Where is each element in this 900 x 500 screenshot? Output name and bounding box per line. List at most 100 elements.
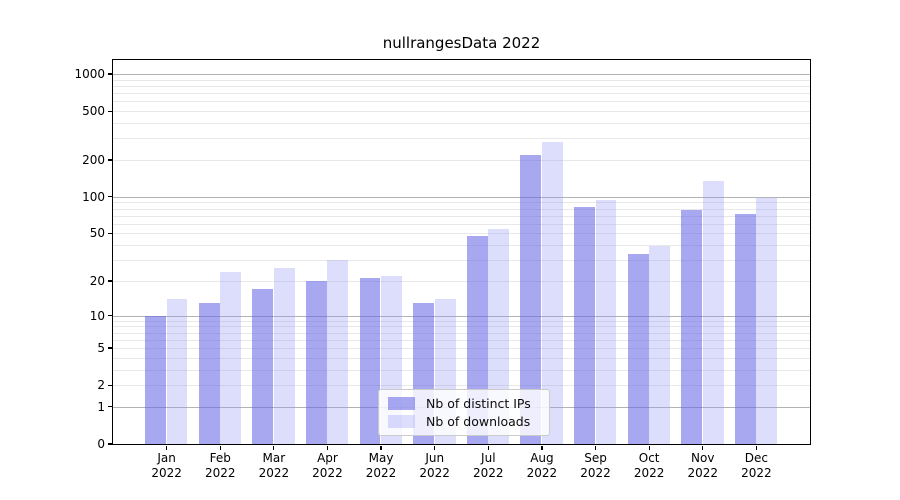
x-tick-label-aug: Aug 2022 bbox=[526, 451, 558, 480]
y-gridline-minor-2 bbox=[113, 385, 810, 387]
y-gridline-minor-50 bbox=[113, 233, 810, 235]
chart-title: nullrangesData 2022 bbox=[382, 34, 541, 52]
y-tick-100 bbox=[107, 196, 112, 198]
x-tick-jul bbox=[487, 445, 489, 450]
plot-area bbox=[113, 60, 810, 444]
y-tick-5 bbox=[107, 347, 112, 349]
y-gridline-minor-6 bbox=[113, 339, 810, 341]
y-gridline-minor-900 bbox=[113, 79, 810, 81]
legend-entry-distinct-ips: Nb of distinct IPs bbox=[388, 396, 538, 411]
x-tick-nov bbox=[702, 445, 704, 450]
y-tick-label-20: 20 bbox=[89, 273, 105, 288]
x-tick-jan bbox=[166, 445, 168, 450]
y-gridline-minor-3 bbox=[113, 369, 810, 371]
y-tick-label-1: 1 bbox=[97, 399, 105, 414]
y-tick-label-50: 50 bbox=[89, 226, 105, 241]
y-tick-50 bbox=[107, 232, 112, 235]
x-tick-label-nov: Nov 2022 bbox=[687, 451, 719, 480]
y-gridline-minor-400 bbox=[113, 123, 810, 125]
x-tick-apr bbox=[326, 445, 329, 450]
y-tick-20 bbox=[107, 280, 112, 282]
y-gridline-minor-800 bbox=[113, 85, 810, 87]
y-gridline-minor-300 bbox=[113, 138, 810, 140]
y-gridline-minor-4 bbox=[113, 357, 810, 359]
x-tick-label-apr: Apr 2022 bbox=[312, 451, 343, 480]
y-tick-label-500: 500 bbox=[82, 104, 105, 119]
y-gridline-major-1000 bbox=[113, 74, 810, 76]
bar-nb-of-downloads-mar bbox=[273, 267, 295, 444]
legend-label-downloads: Nb of downloads bbox=[426, 414, 531, 429]
y-tick-label-10: 10 bbox=[89, 308, 105, 323]
x-tick-label-oct: Oct 2022 bbox=[633, 451, 665, 480]
x-tick-sep bbox=[594, 445, 597, 450]
bar-nb-of-downloads-oct bbox=[649, 246, 670, 444]
y-gridline-minor-600 bbox=[113, 101, 810, 103]
bar-nb-of-downloads-apr bbox=[327, 260, 349, 444]
bar-nb-of-distinct-ips-jan bbox=[145, 315, 166, 444]
x-tick-label-jan: Jan 2022 bbox=[151, 451, 182, 480]
bar-nb-of-distinct-ips-nov bbox=[681, 210, 703, 444]
y-gridline-minor-90 bbox=[113, 202, 810, 204]
y-gridline-minor-60 bbox=[113, 223, 810, 225]
y-gridline-minor-5 bbox=[113, 348, 810, 350]
y-gridline-minor-70 bbox=[113, 215, 810, 217]
x-tick-label-sep: Sep 2022 bbox=[580, 451, 611, 480]
y-gridline-minor-8 bbox=[113, 326, 810, 328]
x-tick-label-dec: Dec 2022 bbox=[741, 451, 772, 480]
legend-label-distinct-ips: Nb of distinct IPs bbox=[426, 396, 531, 411]
y-gridline-minor-700 bbox=[113, 93, 810, 95]
y-gridline-minor-20 bbox=[113, 280, 810, 282]
x-tick-may bbox=[380, 445, 382, 450]
legend: Nb of distinct IPs Nb of downloads bbox=[378, 389, 550, 436]
bar-nb-of-downloads-dec bbox=[756, 198, 778, 444]
bar-nb-of-downloads-feb bbox=[220, 271, 242, 444]
x-tick-label-may: May 2022 bbox=[365, 451, 397, 480]
bar-nb-of-distinct-ips-feb bbox=[198, 302, 220, 444]
legend-entry-downloads: Nb of downloads bbox=[388, 414, 538, 429]
y-gridline-major-10 bbox=[113, 315, 810, 317]
y-gridline-minor-200 bbox=[113, 160, 810, 161]
y-tick-label-5: 5 bbox=[97, 341, 105, 356]
y-tick-2 bbox=[107, 384, 112, 386]
y-tick-1000 bbox=[107, 73, 112, 75]
y-gridline-minor-30 bbox=[113, 260, 810, 262]
y-tick-label-2: 2 bbox=[97, 378, 105, 393]
bar-nb-of-downloads-aug bbox=[541, 142, 563, 444]
legend-swatch-downloads bbox=[388, 415, 415, 428]
y-tick-label-0: 0 bbox=[97, 437, 105, 451]
y-tick-label-1000: 1000 bbox=[74, 67, 105, 82]
y-gridline-minor-80 bbox=[113, 208, 810, 210]
y-tick-0 bbox=[107, 443, 112, 445]
x-tick-aug bbox=[541, 445, 543, 450]
x-tick-mar bbox=[273, 445, 275, 450]
y-tick-10 bbox=[107, 314, 112, 317]
bar-nb-of-distinct-ips-mar bbox=[252, 289, 274, 444]
y-tick-1 bbox=[107, 406, 112, 408]
y-tick-200 bbox=[107, 159, 112, 161]
bar-nb-of-distinct-ips-may bbox=[359, 278, 381, 444]
bar-nb-of-downloads-sep bbox=[595, 199, 617, 444]
x-tick-oct bbox=[648, 445, 650, 450]
y-gridline-minor-9 bbox=[113, 320, 810, 322]
bar-nb-of-distinct-ips-dec bbox=[734, 214, 756, 444]
y-gridline-minor-500 bbox=[113, 111, 810, 113]
bar-nb-of-distinct-ips-aug bbox=[520, 154, 542, 444]
x-tick-feb bbox=[219, 445, 221, 450]
x-tick-jun bbox=[434, 445, 436, 450]
y-tick-label-200: 200 bbox=[82, 153, 105, 167]
x-tick-label-jun: Jun 2022 bbox=[419, 451, 450, 480]
y-tick-500 bbox=[107, 110, 112, 112]
x-tick-label-mar: Mar 2022 bbox=[258, 451, 290, 480]
bar-nb-of-distinct-ips-apr bbox=[306, 280, 327, 444]
y-tick-label-100: 100 bbox=[82, 189, 105, 204]
x-tick-dec bbox=[755, 445, 757, 450]
bar-nb-of-distinct-ips-sep bbox=[574, 207, 595, 444]
bar-nb-of-distinct-ips-oct bbox=[627, 253, 649, 444]
bar-nb-of-downloads-jan bbox=[166, 298, 188, 444]
y-gridline-minor-7 bbox=[113, 332, 810, 334]
y-gridline-major-100 bbox=[113, 196, 810, 198]
x-tick-label-feb: Feb 2022 bbox=[204, 451, 236, 480]
x-tick-label-jul: Jul 2022 bbox=[473, 451, 504, 480]
legend-swatch-distinct-ips bbox=[388, 397, 415, 410]
